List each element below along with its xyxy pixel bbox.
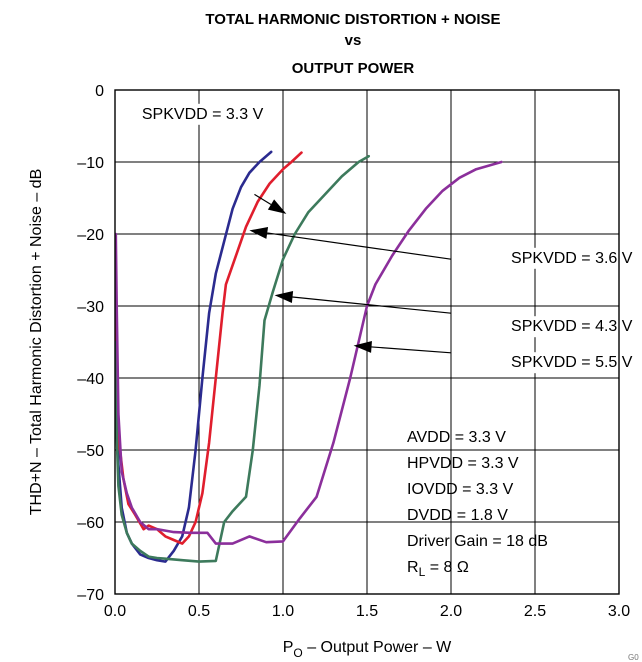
condition-load-rest: = 8 Ω — [425, 559, 469, 576]
y-tick-label-3: –30 — [77, 299, 104, 316]
series-line-2 — [114, 154, 370, 563]
y-tick-label-5: –50 — [77, 443, 104, 460]
y-tick-label-4: –40 — [77, 371, 104, 388]
annotations: SPKVDD = 3.3 V SPKVDD = 3.6 V SPKVDD = 4.3… — [137, 103, 637, 374]
grid — [115, 90, 619, 594]
series-line-3 — [114, 160, 503, 545]
y-tick-label-7: –70 — [77, 587, 104, 604]
annotation-arrowhead-0 — [267, 199, 287, 214]
y-tick-label-2: –20 — [77, 227, 104, 244]
x-axis-label: PO – Output Power – W — [283, 639, 452, 660]
condition-dvdd: DVDD = 1.8 V — [407, 507, 508, 524]
condition-avdd: AVDD = 3.3 V — [407, 429, 506, 446]
tick-labels: 0.0 0.5 1.0 1.5 2.0 2.5 3.0 0 –10 –20 –30 –40 –50 –60… — [77, 83, 630, 620]
chart-title-line-2: vs — [345, 32, 362, 49]
condition-load-main: R — [407, 559, 419, 576]
x-tick-label-4: 2.0 — [440, 603, 462, 620]
annotation-label-2: SPKVDD = 4.3 V — [511, 318, 633, 335]
annotation-label-background-1 — [507, 247, 637, 269]
annotation-arrow-line-3 — [371, 346, 452, 354]
condition-load-sub: L — [419, 565, 426, 579]
annotation-label-background-2 — [507, 316, 637, 338]
series-line-0 — [114, 150, 273, 563]
condition-iovdd: IOVDD = 3.3 V — [407, 481, 514, 498]
annotation-label-0: SPKVDD = 3.3 V — [142, 106, 264, 123]
annotation-label-3: SPKVDD = 5.5 V — [511, 354, 633, 371]
annotation-arrowhead-3 — [353, 340, 372, 353]
x-axis-label-sub: O — [293, 646, 302, 660]
y-tick-label-1: –10 — [77, 155, 104, 172]
annotation-label-background-0 — [137, 103, 268, 125]
chart-title-line-3: OUTPUT POWER — [292, 60, 415, 77]
annotation-arrowhead-2 — [274, 291, 294, 303]
conditions-block: AVDD = 3.3 V HPVDD = 3.3 V IOVDD = 3.3 V… — [407, 429, 548, 579]
x-tick-label-0: 0.0 — [104, 603, 126, 620]
y-tick-label-0: 0 — [95, 83, 104, 100]
y-tick-label-6: –60 — [77, 515, 104, 532]
condition-hpvdd: HPVDD = 3.3 V — [407, 455, 519, 472]
annotation-arrow-line-0 — [254, 193, 272, 205]
annotation-label-background-3 — [507, 352, 637, 374]
x-axis-label-rest: – Output Power – W — [303, 639, 452, 656]
y-axis-label: THD+N – Total Harmonic Distortion + Nois… — [28, 169, 45, 516]
plot-frame — [114, 89, 620, 595]
annotation-arrowhead-1 — [249, 227, 269, 239]
corner-mark: G0 — [628, 653, 639, 662]
x-tick-label-1: 0.5 — [188, 603, 210, 620]
series-line-1 — [114, 151, 303, 545]
annotation-arrow-line-2 — [292, 296, 452, 314]
series-lines — [114, 150, 503, 563]
x-tick-label-5: 2.5 — [524, 603, 546, 620]
x-tick-label-6: 3.0 — [608, 603, 630, 620]
annotation-arrow-line-1 — [267, 232, 452, 260]
chart-title-line-1: TOTAL HARMONIC DISTORTION + NOISE — [205, 11, 500, 28]
annotation-label-1: SPKVDD = 3.6 V — [511, 250, 633, 267]
condition-driver-gain: Driver Gain = 18 dB — [407, 533, 548, 550]
x-axis-label-main: P — [283, 639, 294, 656]
x-tick-label-2: 1.0 — [272, 603, 294, 620]
condition-load: RL = 8 Ω — [407, 559, 469, 579]
x-tick-label-3: 1.5 — [356, 603, 378, 620]
